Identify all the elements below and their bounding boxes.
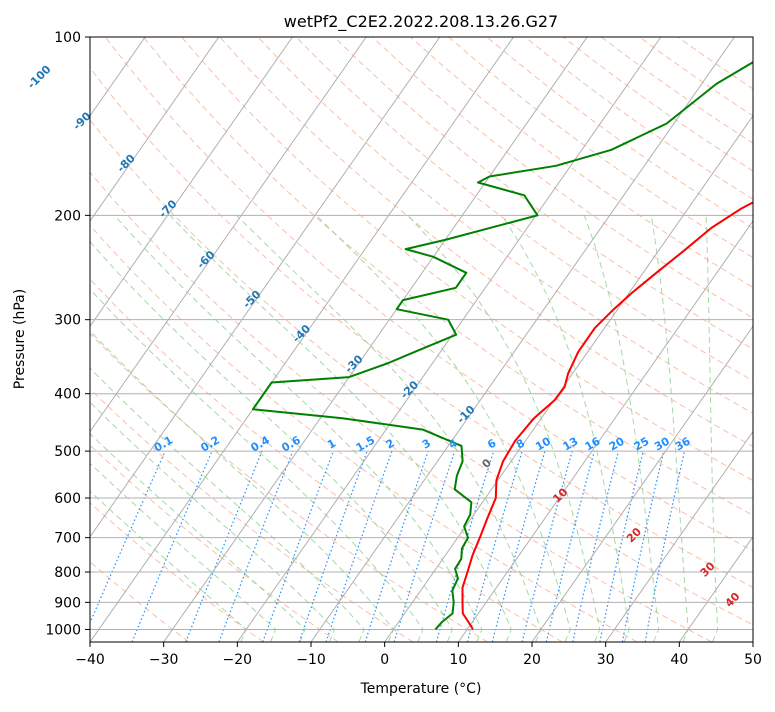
dry-adiabat-line	[601, 37, 775, 642]
y-tick-label: 900	[54, 595, 81, 611]
isotherm-line	[679, 37, 775, 642]
mixing-ratio-line	[600, 451, 643, 642]
isotherm-line	[0, 37, 72, 642]
mixing-ratio-label: 2	[384, 437, 397, 452]
moist-adiabat-label: 40	[723, 590, 743, 610]
x-tick-label: −20	[223, 652, 253, 668]
mixing-ratio-line	[326, 451, 392, 642]
isotherm-line	[0, 37, 366, 642]
x-tick-label: 20	[523, 652, 541, 668]
mixing-ratio-line	[365, 451, 428, 642]
moist-adiabat-line	[651, 215, 688, 642]
mixing-ratio-line	[186, 451, 262, 642]
moist-adiabat-line	[408, 215, 600, 642]
x-tick-label: 10	[449, 652, 467, 668]
mixing-ratio-line	[492, 451, 545, 642]
mixing-ratio-line	[522, 451, 572, 642]
isotherm-label: -100	[25, 63, 54, 92]
moist-adiabat-line	[67, 215, 452, 642]
y-axis-label: Pressure (hPa)	[12, 289, 28, 389]
x-axis: −40 −30 −20 −10 0 10 20 30 40 50	[75, 642, 762, 668]
dry-adiabat-line	[0, 37, 413, 642]
dry-adiabat-line	[0, 37, 712, 642]
dry-adiabat-line	[258, 37, 775, 642]
moist-adiabat-line	[316, 215, 570, 642]
isotherm-label: -80	[115, 152, 138, 175]
isotherm-label: -60	[194, 248, 217, 271]
mixing-ratio-line	[263, 451, 334, 642]
isotherm-line	[606, 37, 775, 642]
dry-adiabat-line	[487, 37, 775, 642]
mixing-ratio-label: 6	[485, 436, 498, 451]
plot-frame	[90, 37, 753, 642]
moist-adiabat-line	[0, 215, 276, 642]
isotherm-label: -50	[240, 288, 263, 311]
mixing-ratio-line	[546, 451, 594, 642]
y-tick-label: 100	[54, 30, 81, 46]
dry-adiabat-line	[0, 37, 488, 642]
isotherm-line	[311, 37, 735, 642]
mixing-ratio-label: 1	[325, 437, 338, 452]
dry-adiabat-line	[182, 37, 775, 642]
y-tick-label: 400	[54, 387, 81, 403]
dry-adiabat-line	[678, 37, 775, 642]
y-tick-label: 500	[54, 444, 81, 460]
x-tick-label: 0	[380, 652, 389, 668]
isotherm-line	[164, 37, 588, 642]
moist-adiabat-label: 20	[624, 525, 644, 545]
dry-adiabat-line	[0, 37, 189, 642]
mixing-ratio-line	[645, 451, 684, 642]
x-tick-label: 50	[744, 652, 762, 668]
moist-adiabat-label: 0	[479, 456, 494, 471]
moist-adiabat-line	[114, 215, 482, 642]
y-tick-label: 300	[54, 313, 81, 329]
isotherm-label: -10	[454, 403, 477, 426]
mixing-ratio-line	[82, 451, 165, 642]
dry-adiabat-line	[105, 37, 775, 642]
dry-adiabat-line	[0, 37, 637, 642]
mixing-ratio-label: 3	[420, 437, 433, 452]
isotherm-line	[0, 37, 219, 642]
y-tick-label: 700	[54, 531, 81, 547]
isotherm-line	[0, 37, 293, 642]
moist-adiabat-line	[27, 215, 423, 642]
y-tick-label: 1000	[45, 622, 81, 638]
y-tick-label: 600	[54, 491, 81, 507]
x-tick-label: 40	[670, 652, 688, 668]
dry-adiabat-line	[411, 37, 775, 642]
dry-adiabat-line	[449, 37, 775, 642]
x-tick-label: −10	[296, 652, 326, 668]
x-tick-label: −30	[149, 652, 179, 668]
mixing-ratio-line	[573, 451, 619, 642]
dry-adiabat-line	[296, 37, 775, 642]
y-tick-label: 200	[54, 208, 81, 224]
chart-title: wetPf2_C2E2.2022.208.13.26.G27	[284, 12, 558, 32]
x-axis-label: Temperature (°C)	[360, 681, 482, 697]
x-tick-label: −40	[75, 652, 105, 668]
mixing-ratio-line	[436, 451, 493, 642]
y-tick-label: 800	[54, 565, 81, 581]
temperature-line	[463, 37, 775, 629]
moist-adiabat-line	[0, 215, 334, 642]
dry-adiabat-line	[144, 37, 775, 642]
moist-adiabat-line	[502, 215, 629, 642]
dry-adiabat-line	[334, 37, 775, 642]
moist-adiabat-label: 10	[550, 485, 570, 505]
x-tick-label: 30	[597, 652, 615, 668]
isotherm-line	[753, 37, 775, 642]
dry-adiabat-line	[0, 37, 264, 642]
isotherm-label: -40	[290, 322, 313, 345]
